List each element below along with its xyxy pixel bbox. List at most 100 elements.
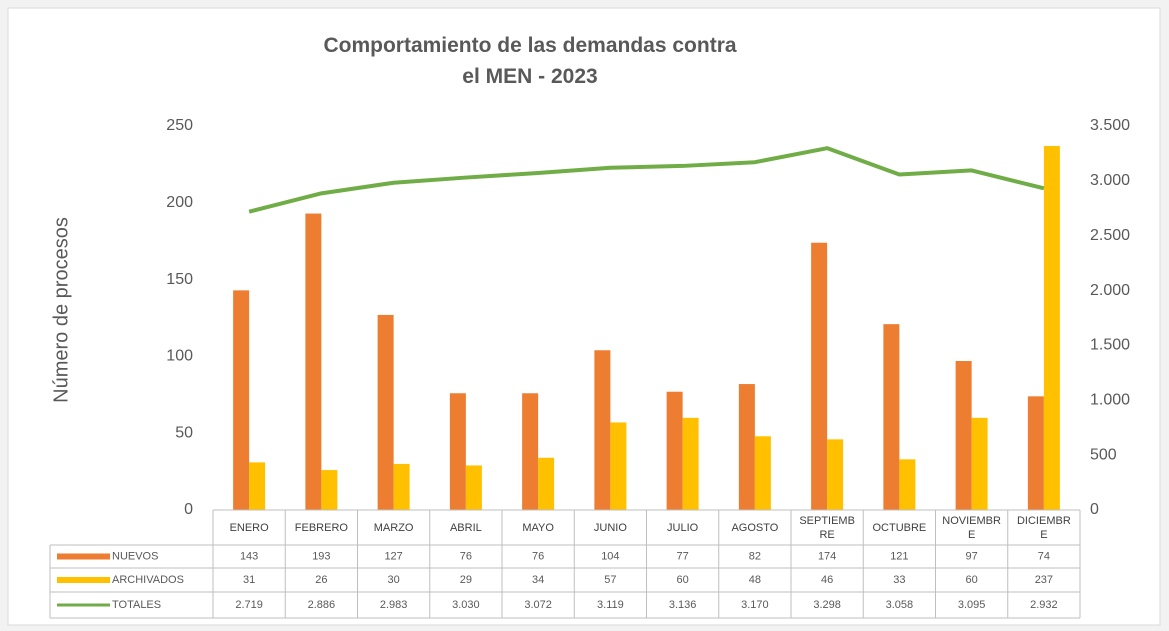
table-value: 3.119	[597, 599, 624, 611]
table-value: 46	[821, 574, 833, 586]
y2-tick-label: 0	[1090, 501, 1099, 518]
bar	[233, 290, 250, 510]
bar	[827, 439, 844, 510]
legend-key	[57, 577, 110, 583]
x-tick-label: MAYO	[522, 521, 554, 534]
category-cell: OCTUBRE	[872, 521, 927, 534]
y2-tick-label: 3.000	[1090, 172, 1130, 189]
table-value: 3.170	[741, 599, 769, 611]
table-value: 2.719	[235, 599, 263, 611]
table-value: 48	[749, 574, 761, 586]
bar	[449, 393, 466, 510]
category-cell: MARZO	[373, 521, 414, 534]
bar	[666, 391, 683, 510]
x-tick-label: FEBRERO	[294, 521, 348, 534]
y2-tick-label: 500	[1090, 446, 1117, 463]
table-value: 2.886	[308, 599, 336, 611]
table-value: 2.983	[380, 599, 408, 611]
table-value: 237	[1035, 574, 1053, 586]
category-cell: JUNIO	[593, 521, 627, 534]
table-value: 77	[677, 550, 689, 562]
bar	[899, 459, 916, 510]
category-cell: FEBRERO	[294, 521, 348, 534]
table-value: 127	[384, 550, 402, 562]
bar	[1027, 396, 1044, 510]
bar	[594, 350, 611, 510]
bar	[522, 393, 539, 510]
category-cell: DICIEMBRE	[1016, 514, 1071, 541]
y-tick-label: 0	[184, 501, 193, 518]
y2-tick-label: 3.500	[1090, 117, 1130, 134]
table-value: 3.058	[886, 599, 914, 611]
table-value: 3.298	[813, 599, 841, 611]
category-cell: SEPTIEMBRE	[799, 514, 855, 541]
y-tick-label: 200	[166, 194, 193, 211]
x-tick-label: JULIO	[667, 521, 699, 534]
y-tick-label: 150	[166, 271, 193, 288]
table-value: 34	[532, 574, 544, 586]
table-value: 57	[604, 574, 616, 586]
table-value: 3.072	[524, 599, 552, 611]
category-cell: AGOSTO	[731, 521, 779, 534]
bar	[377, 314, 394, 510]
chart-title: Comportamiento de las demandas contra el …	[323, 34, 736, 88]
table-value: 60	[966, 574, 978, 586]
table-value: 121	[890, 550, 908, 562]
bar	[971, 417, 988, 510]
x-tick-label: SEPTIEMBRE	[799, 514, 855, 541]
bar	[955, 361, 972, 510]
x-tick-label: OCTUBRE	[872, 521, 927, 534]
legend-label: TOTALES	[112, 599, 161, 611]
bar	[738, 384, 755, 510]
table-value: 143	[240, 550, 258, 562]
line	[248, 146, 1045, 214]
table-value: 174	[818, 550, 836, 562]
chart-area	[7, 7, 1161, 626]
x-tick-label: DICIEMBRE	[1016, 514, 1071, 541]
y2-tick-label: 1.000	[1090, 392, 1130, 409]
category-cell: MAYO	[522, 521, 554, 534]
x-tick-label: JUNIO	[593, 521, 627, 534]
table-value: 26	[315, 574, 327, 586]
table-value: 2.932	[1030, 599, 1058, 611]
bar	[538, 457, 555, 510]
bar	[883, 324, 900, 510]
bar	[811, 242, 828, 510]
table-value: 82	[749, 550, 761, 562]
bar	[305, 213, 322, 510]
category-cell: JULIO	[667, 521, 699, 534]
bar	[754, 436, 771, 510]
y2-tick-label: 1.500	[1090, 337, 1130, 354]
x-tick-label: MARZO	[373, 521, 414, 534]
bar	[321, 470, 338, 510]
table-value: 97	[966, 550, 978, 562]
category-cell: ENERO	[229, 521, 269, 534]
table-value: 76	[460, 550, 472, 562]
table-value: 3.136	[669, 599, 697, 611]
y-tick-label: 250	[166, 117, 193, 134]
x-tick-label: AGOSTO	[731, 521, 779, 534]
table-value: 30	[388, 574, 400, 586]
table-value: 193	[312, 550, 330, 562]
category-cell: NOVIEMBRE	[942, 515, 1001, 541]
bar	[249, 462, 266, 510]
x-tick-label: ABRIL	[449, 521, 482, 534]
legend-key	[57, 553, 110, 560]
bar	[393, 463, 410, 510]
x-tick-label: ENERO	[229, 521, 269, 534]
table-value: 31	[243, 574, 255, 586]
table-value: 76	[532, 550, 544, 562]
table-value: 104	[601, 550, 619, 562]
y2-tick-label: 2.000	[1090, 282, 1130, 299]
bar	[1043, 145, 1060, 510]
y-axis-label: Número de procesos	[50, 217, 72, 403]
table-value: 60	[677, 574, 689, 586]
category-cell: ABRIL	[449, 521, 482, 534]
table-value: 29	[460, 574, 472, 586]
y-tick-label: 100	[166, 348, 193, 365]
table-value: 74	[1038, 550, 1050, 562]
bar	[682, 417, 699, 510]
table-value: 33	[893, 574, 905, 586]
table-value: 3.030	[452, 599, 480, 611]
